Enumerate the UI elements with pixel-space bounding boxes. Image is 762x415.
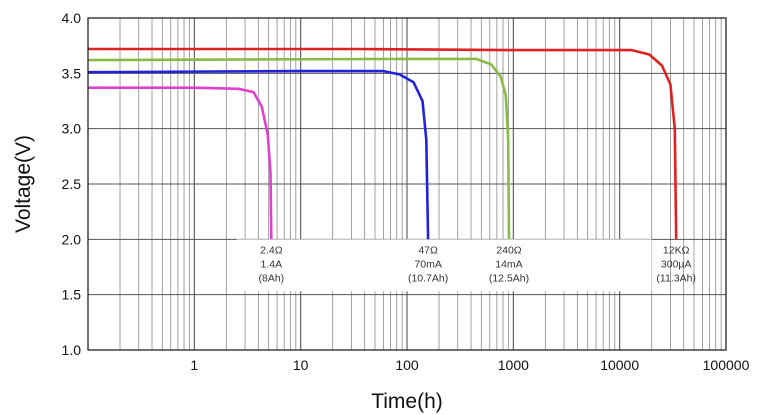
annotations: 2.4Ω 1.4A (8Ah) 47Ω 70mA (10.7Ah) 240Ω 14mA (12.… [259, 244, 696, 284]
y-tick-label: 2.0 [62, 231, 82, 247]
annotation-boxes [236, 239, 652, 292]
x-tick-label: 1 [190, 357, 198, 373]
x-tick-label: 100000 [703, 357, 750, 373]
series-annotation-line: 1.4A [261, 258, 283, 270]
series-line-2 [87, 69, 430, 240]
y-tick-label: 2.5 [62, 176, 82, 192]
y-tick-label: 1.5 [62, 287, 82, 303]
x-tick-label: 1000 [498, 357, 529, 373]
y-axis-title: Voltage(V) [12, 135, 35, 233]
x-tick-label: 100 [395, 357, 419, 373]
annotation-panel [236, 239, 652, 292]
series-annotation-line: (11.3Ah) [656, 272, 696, 284]
series-line-4 [88, 47, 678, 240]
grid [88, 17, 726, 351]
series-annotation-line: (10.7Ah) [408, 272, 448, 284]
y-tick-label: 1.0 [62, 342, 82, 358]
series-line-1 [88, 86, 273, 240]
x-tick-label: 10 [293, 357, 309, 373]
series-annotation-line: 300µA [661, 258, 692, 270]
x-tick-labels: 1 10 100 1000 10000 100000 [190, 357, 749, 373]
series-line-3 [87, 57, 511, 240]
y-tick-label: 3.5 [62, 65, 82, 81]
series-annotation-line: 14mA [495, 258, 522, 270]
series-annotation-line: 70mA [414, 258, 441, 270]
series-annotation-line: (12.5Ah) [489, 272, 529, 284]
x-axis-title: Time(h) [371, 390, 443, 413]
series-annotation-line: (8Ah) [259, 272, 285, 284]
x-tick-label: 10000 [600, 357, 639, 373]
series-annotation-line: 47Ω [418, 244, 438, 256]
series-lines [87, 47, 678, 240]
plot-frame [87, 17, 727, 351]
series-annotation-line: 240Ω [496, 244, 522, 256]
series-annotation-line: 12KΩ [663, 244, 690, 256]
y-tick-label: 3.0 [62, 121, 82, 137]
series-annotation-line: 2.4Ω [260, 244, 283, 256]
y-tick-label: 4.0 [62, 10, 82, 26]
y-tick-labels: 1.0 1.5 2.0 2.5 3.0 3.5 4.0 [62, 10, 82, 358]
